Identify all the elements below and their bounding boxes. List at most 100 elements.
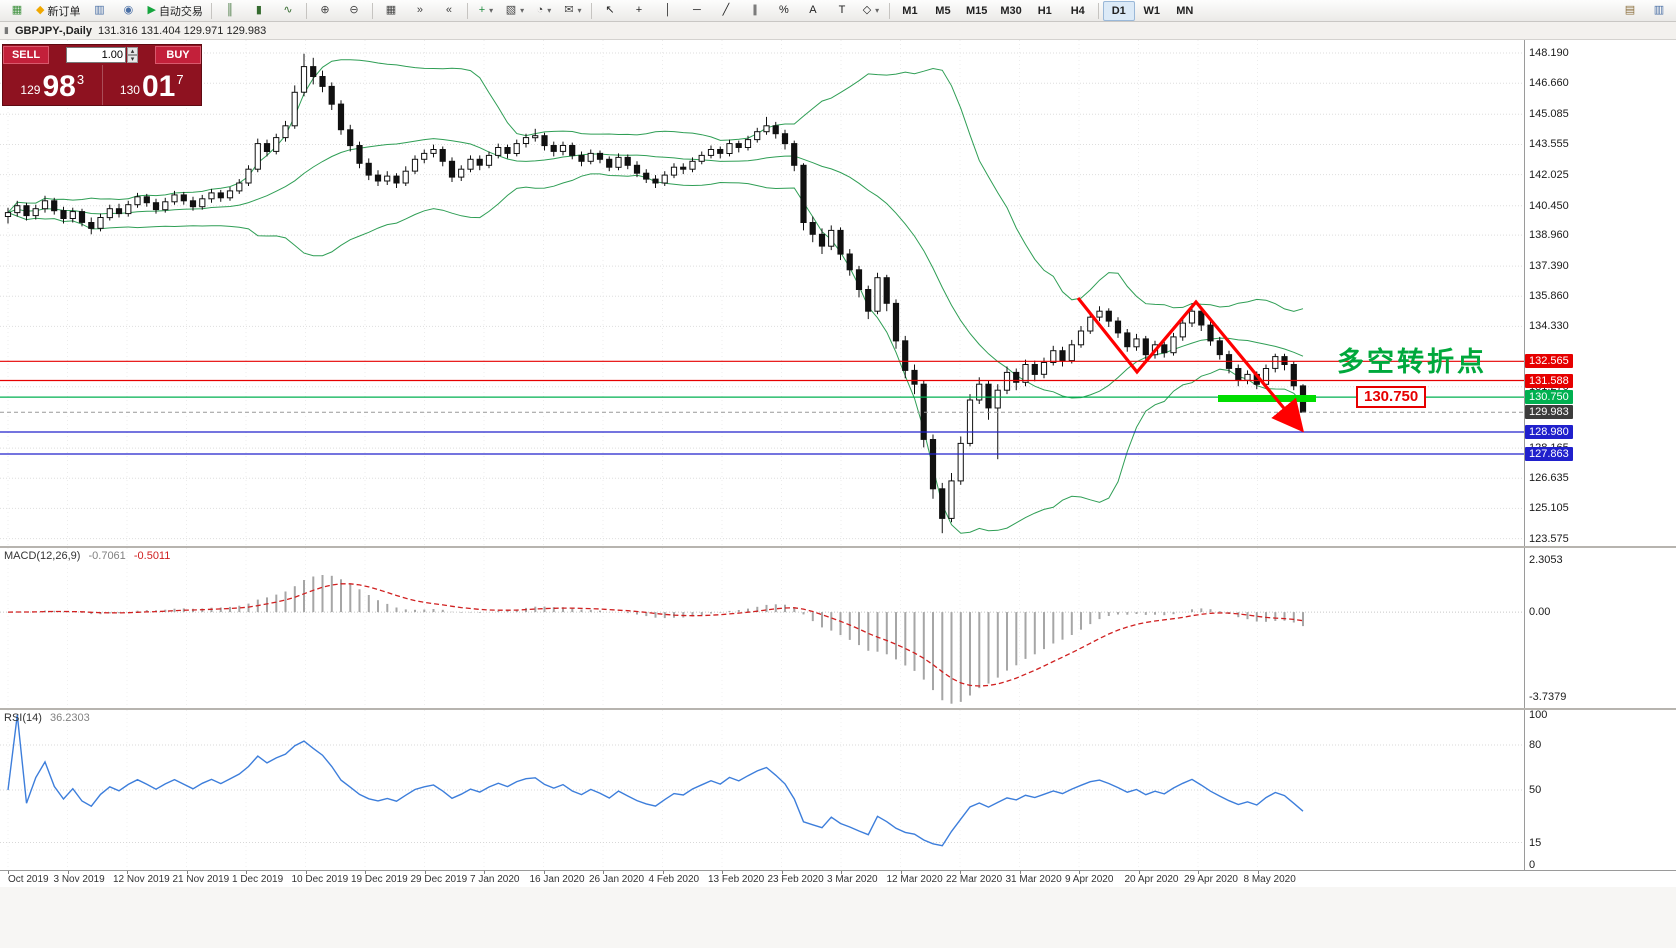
rsi-pane[interactable]: RSI(14) 36.2303 100 80 50 15 0 bbox=[0, 710, 1676, 870]
zoom-in-icon[interactable]: ⊕ bbox=[311, 1, 339, 21]
turning-point-annotation[interactable]: 多空转折点 bbox=[1337, 347, 1487, 377]
timeframe-m5-label: M5 bbox=[935, 4, 951, 17]
rsi-value: 36.2303 bbox=[49, 712, 90, 724]
time-axis-label: 21 Nov 2019 bbox=[172, 874, 230, 885]
volume-input[interactable] bbox=[66, 47, 126, 63]
bollinger-band-line bbox=[7, 173, 1304, 534]
timeframe-mn[interactable]: MN bbox=[1169, 1, 1201, 21]
timeframe-h1[interactable]: H1 bbox=[1029, 1, 1061, 21]
channel-icon[interactable]: ∥ bbox=[741, 1, 769, 21]
period-clock-icon[interactable]: ◔ ▾ bbox=[530, 1, 558, 21]
price-chart-pane[interactable]: 148.190 146.660 145.085 143.555 142.025 140.4… bbox=[0, 40, 1676, 546]
price-level-tag[interactable]: 131.588 bbox=[1525, 373, 1573, 388]
level-price-label[interactable]: 130.750 bbox=[1356, 386, 1427, 408]
crosshair-icon[interactable]: + bbox=[625, 1, 653, 21]
volume-increase-icon[interactable]: ▴ bbox=[127, 47, 138, 55]
templates-icon[interactable]: ✉ ▾ bbox=[559, 1, 587, 21]
macd-value-main: -0.7061 bbox=[88, 550, 126, 562]
time-axis-label: 4 Feb 2020 bbox=[648, 874, 700, 885]
new-order-button[interactable]: ◆ 新订单 bbox=[32, 1, 84, 21]
price-chart-canvas[interactable] bbox=[0, 40, 1524, 546]
time-axis-tick bbox=[365, 871, 366, 874]
rsi-canvas[interactable] bbox=[0, 710, 1524, 870]
pane-splitter[interactable] bbox=[0, 708, 1676, 710]
support-zone-annotation[interactable] bbox=[1218, 395, 1316, 402]
price-level-tag[interactable]: 127.863 bbox=[1525, 447, 1573, 461]
indicators-icon-glyph: + bbox=[478, 4, 486, 16]
price-level-tag[interactable]: 130.750 bbox=[1525, 390, 1573, 405]
price-axis-label: 148.190 bbox=[1529, 47, 1569, 60]
timeframe-m15[interactable]: M15 bbox=[960, 1, 993, 21]
shapes-icon-dropdown-icon[interactable]: ▾ bbox=[875, 6, 880, 15]
ask-price[interactable]: 130 01 7 bbox=[103, 65, 202, 105]
fibonacci-icon[interactable]: % bbox=[770, 1, 798, 21]
buy-button[interactable]: BUY bbox=[155, 46, 201, 64]
timeframe-m30[interactable]: M30 bbox=[994, 1, 1027, 21]
cursor-icon[interactable]: ↖ bbox=[596, 1, 624, 21]
time-axis[interactable]: Oct 2019 3 Nov 2019 12 Nov 2019 21 Nov 2019… bbox=[0, 870, 1676, 887]
tile-windows-icon[interactable]: ▦ bbox=[377, 1, 405, 21]
trend-arrow-annotation[interactable] bbox=[1076, 297, 1305, 433]
time-axis-label: 19 Dec 2019 bbox=[351, 874, 408, 885]
crosshair-icon-glyph: + bbox=[635, 4, 643, 16]
bar-chart-icon[interactable]: ║ bbox=[216, 1, 244, 21]
time-axis-tick bbox=[722, 871, 723, 874]
price-axis-label: 126.635 bbox=[1529, 472, 1569, 485]
volume-decrease-icon[interactable]: ▾ bbox=[127, 55, 138, 63]
text-icon[interactable]: A bbox=[799, 1, 827, 21]
new-chart-icon-glyph: ▧ bbox=[505, 4, 517, 16]
auto-trading-button[interactable]: ▶ 自动交易 bbox=[143, 1, 206, 21]
label-icon[interactable]: T bbox=[828, 1, 856, 21]
macd-canvas[interactable] bbox=[0, 548, 1524, 708]
timeframe-h4[interactable]: H4 bbox=[1062, 1, 1094, 21]
rsi-axis-label: 0 bbox=[1529, 859, 1536, 870]
zoom-out-icon[interactable]: ⊖ bbox=[340, 1, 368, 21]
zoom-out-icon-glyph: ⊖ bbox=[349, 4, 359, 16]
timeframe-m15-label: M15 bbox=[965, 4, 988, 17]
layout-icon[interactable]: ▤ bbox=[1616, 1, 1644, 21]
new-chart-icon-dropdown-icon[interactable]: ▾ bbox=[520, 6, 525, 15]
timeframe-w1[interactable]: W1 bbox=[1136, 1, 1168, 21]
horizontal-line-icon[interactable]: ─ bbox=[683, 1, 711, 21]
pane-splitter[interactable] bbox=[0, 546, 1676, 548]
indicators-icon-dropdown-icon[interactable]: ▾ bbox=[489, 6, 494, 15]
vertical-line-icon[interactable]: │ bbox=[654, 1, 682, 21]
time-axis-label: 20 Apr 2020 bbox=[1124, 874, 1179, 885]
timeframe-m1[interactable]: M1 bbox=[894, 1, 926, 21]
time-axis-tick bbox=[186, 871, 188, 874]
time-axis-label: 29 Dec 2019 bbox=[410, 874, 468, 885]
macd-pane[interactable]: MACD(12,26,9) -0.7061 -0.5011 2.3053 0.00… bbox=[0, 548, 1676, 708]
profiles-icon[interactable]: ◉ bbox=[114, 1, 142, 21]
time-axis-tick bbox=[1079, 871, 1080, 874]
candlestick-icon[interactable]: ▮ bbox=[245, 1, 273, 21]
indicators-icon[interactable]: + ▾ bbox=[472, 1, 500, 21]
timeframe-m5[interactable]: M5 bbox=[927, 1, 959, 21]
charts-window-icon[interactable]: ▥ bbox=[85, 1, 113, 21]
time-axis-label: 10 Dec 2019 bbox=[291, 874, 349, 885]
templates-icon-dropdown-icon[interactable]: ▾ bbox=[577, 6, 582, 15]
rsi-axis-label: 50 bbox=[1529, 784, 1542, 796]
bid-price[interactable]: 129 98 3 bbox=[3, 65, 103, 105]
chart-shift-icon[interactable]: « bbox=[435, 1, 463, 21]
shapes-icon[interactable]: ◇ ▾ bbox=[857, 1, 885, 21]
macd-axis-label: 2.3053 bbox=[1529, 553, 1563, 566]
timeframe-d1[interactable]: D1 bbox=[1102, 0, 1135, 21]
sell-button[interactable]: SELL bbox=[3, 46, 49, 64]
rsi-name: RSI(14) bbox=[4, 712, 42, 724]
auto-scroll-icon[interactable]: » bbox=[406, 1, 434, 21]
trendline-icon[interactable]: ╱ bbox=[712, 1, 740, 21]
period-clock-icon-dropdown-icon[interactable]: ▾ bbox=[547, 6, 552, 15]
line-chart-icon[interactable]: ∿ bbox=[274, 1, 302, 21]
panels-icon[interactable]: ▥ bbox=[1645, 1, 1673, 21]
rsi-axis-label: 80 bbox=[1529, 739, 1542, 751]
price-level-tag[interactable]: 129.983 bbox=[1525, 405, 1573, 420]
app-icon[interactable]: ▦ bbox=[3, 1, 31, 21]
price-level-tag[interactable]: 128.980 bbox=[1525, 424, 1573, 439]
bar-chart-icon-glyph: ║ bbox=[226, 4, 234, 16]
new-chart-icon[interactable]: ▧ ▾ bbox=[501, 1, 529, 21]
app-icon-glyph: ▦ bbox=[11, 4, 23, 16]
price-level-tag[interactable]: 132.565 bbox=[1525, 354, 1573, 369]
tile-windows-icon-glyph: ▦ bbox=[385, 4, 397, 16]
timeframe-d1-label: D1 bbox=[1111, 4, 1126, 17]
toolbar-separator bbox=[590, 2, 592, 19]
